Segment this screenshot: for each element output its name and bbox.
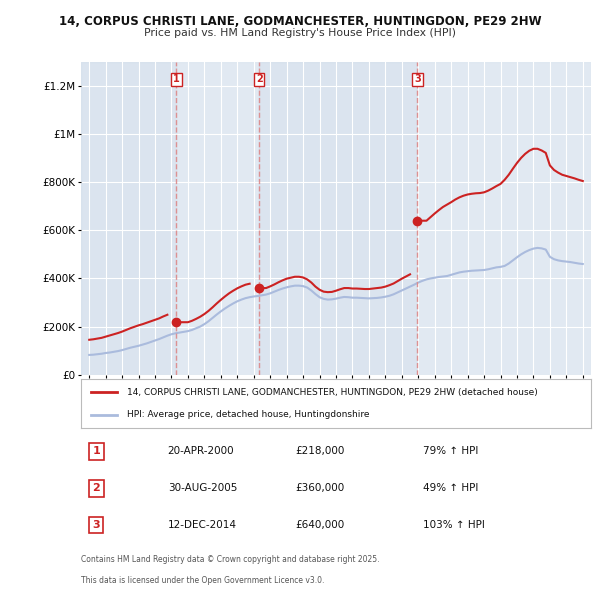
Text: 3: 3: [414, 74, 421, 84]
Text: 14, CORPUS CHRISTI LANE, GODMANCHESTER, HUNTINGDON, PE29 2HW (detached house): 14, CORPUS CHRISTI LANE, GODMANCHESTER, …: [127, 388, 538, 397]
Text: Price paid vs. HM Land Registry's House Price Index (HPI): Price paid vs. HM Land Registry's House …: [144, 28, 456, 38]
Text: £640,000: £640,000: [295, 520, 344, 530]
Bar: [259, 62, 418, 375]
Text: 103% ↑ HPI: 103% ↑ HPI: [423, 520, 485, 530]
Text: 1: 1: [92, 447, 100, 457]
Text: 79% ↑ HPI: 79% ↑ HPI: [423, 447, 478, 457]
Text: 30-AUG-2005: 30-AUG-2005: [168, 483, 237, 493]
Text: £218,000: £218,000: [295, 447, 344, 457]
Text: 12-DEC-2014: 12-DEC-2014: [168, 520, 236, 530]
Text: 2: 2: [92, 483, 100, 493]
Text: 14, CORPUS CHRISTI LANE, GODMANCHESTER, HUNTINGDON, PE29 2HW: 14, CORPUS CHRISTI LANE, GODMANCHESTER, …: [59, 15, 541, 28]
Text: Contains HM Land Registry data © Crown copyright and database right 2025.: Contains HM Land Registry data © Crown c…: [81, 555, 380, 564]
Bar: [418, 62, 591, 375]
Text: 49% ↑ HPI: 49% ↑ HPI: [423, 483, 478, 493]
Bar: [176, 62, 259, 375]
Text: This data is licensed under the Open Government Licence v3.0.: This data is licensed under the Open Gov…: [81, 576, 325, 585]
Text: 3: 3: [92, 520, 100, 530]
Text: HPI: Average price, detached house, Huntingdonshire: HPI: Average price, detached house, Hunt…: [127, 410, 370, 419]
Bar: [81, 62, 176, 375]
Text: 2: 2: [256, 74, 263, 84]
Text: £360,000: £360,000: [295, 483, 344, 493]
Text: 1: 1: [173, 74, 180, 84]
Text: 20-APR-2000: 20-APR-2000: [168, 447, 235, 457]
